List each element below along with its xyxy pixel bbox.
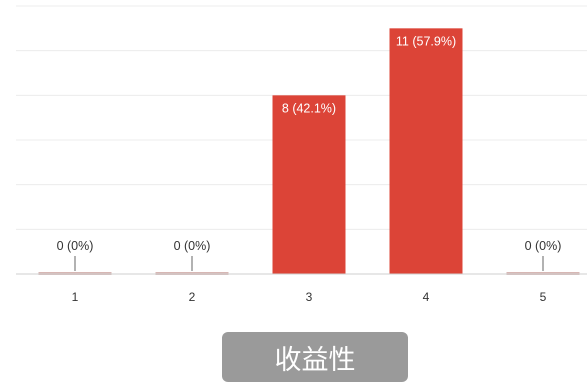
- data-label-3: 8 (42.1%): [282, 101, 336, 115]
- chart-title: 收益性: [222, 332, 408, 382]
- bar-chart: 0 (0%) 0 (0%) 8 (42.1%) 11 (57.9%) 0 (0%) 1 2…: [16, 5, 587, 304]
- x-tick-2: 2: [189, 290, 196, 304]
- x-tick-5: 5: [540, 290, 547, 304]
- bar-4[interactable]: [389, 28, 463, 275]
- data-label-5: 0 (0%): [525, 239, 562, 253]
- bars: [38, 28, 580, 275]
- data-label-2: 0 (0%): [174, 239, 211, 253]
- x-tick-3: 3: [306, 290, 313, 304]
- data-label-1: 0 (0%): [57, 239, 94, 253]
- x-tick-1: 1: [72, 290, 79, 304]
- data-labels: 0 (0%) 0 (0%) 8 (42.1%) 11 (57.9%) 0 (0%): [57, 34, 562, 271]
- bar-3[interactable]: [272, 95, 346, 274]
- x-tick-4: 4: [423, 290, 430, 304]
- x-tick-labels: 1 2 3 4 5: [72, 290, 547, 304]
- data-label-4: 11 (57.9%): [396, 34, 456, 48]
